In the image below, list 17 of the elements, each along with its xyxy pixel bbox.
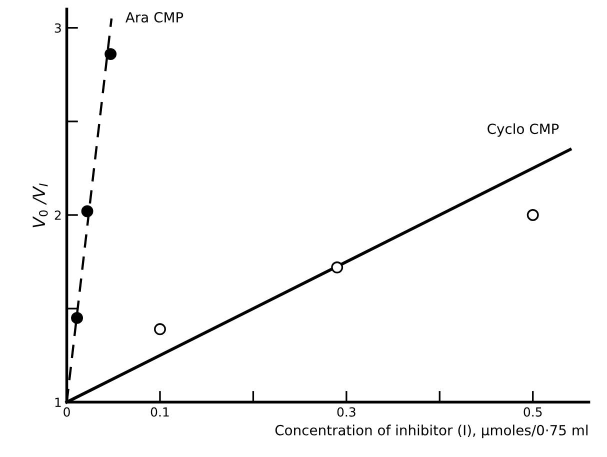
point (154, 323, 166, 336)
y-tick-label: 3 (54, 23, 61, 33)
x-tick-label: 0.1 (150, 407, 169, 417)
point (71, 312, 84, 324)
point (104, 48, 117, 60)
x-axis-title: Concentration of inhibitor (I), μmoles/0·75 ml (275, 424, 588, 438)
y-tick-label: 2 (54, 210, 61, 220)
point (81, 205, 94, 218)
x-tick-label: 0.5 (524, 407, 542, 417)
y-tick-label: 1 (55, 398, 61, 407)
series-label: Ara CMP (126, 12, 184, 23)
x-tick-label: 0.3 (337, 407, 356, 417)
series-label: Cyclo CMP (488, 123, 559, 137)
x-tick-label: 0 (64, 407, 70, 417)
point (526, 209, 539, 221)
point (331, 261, 344, 274)
y-axis-title: V$_{0}$ /V$_{I}$ (32, 184, 48, 228)
